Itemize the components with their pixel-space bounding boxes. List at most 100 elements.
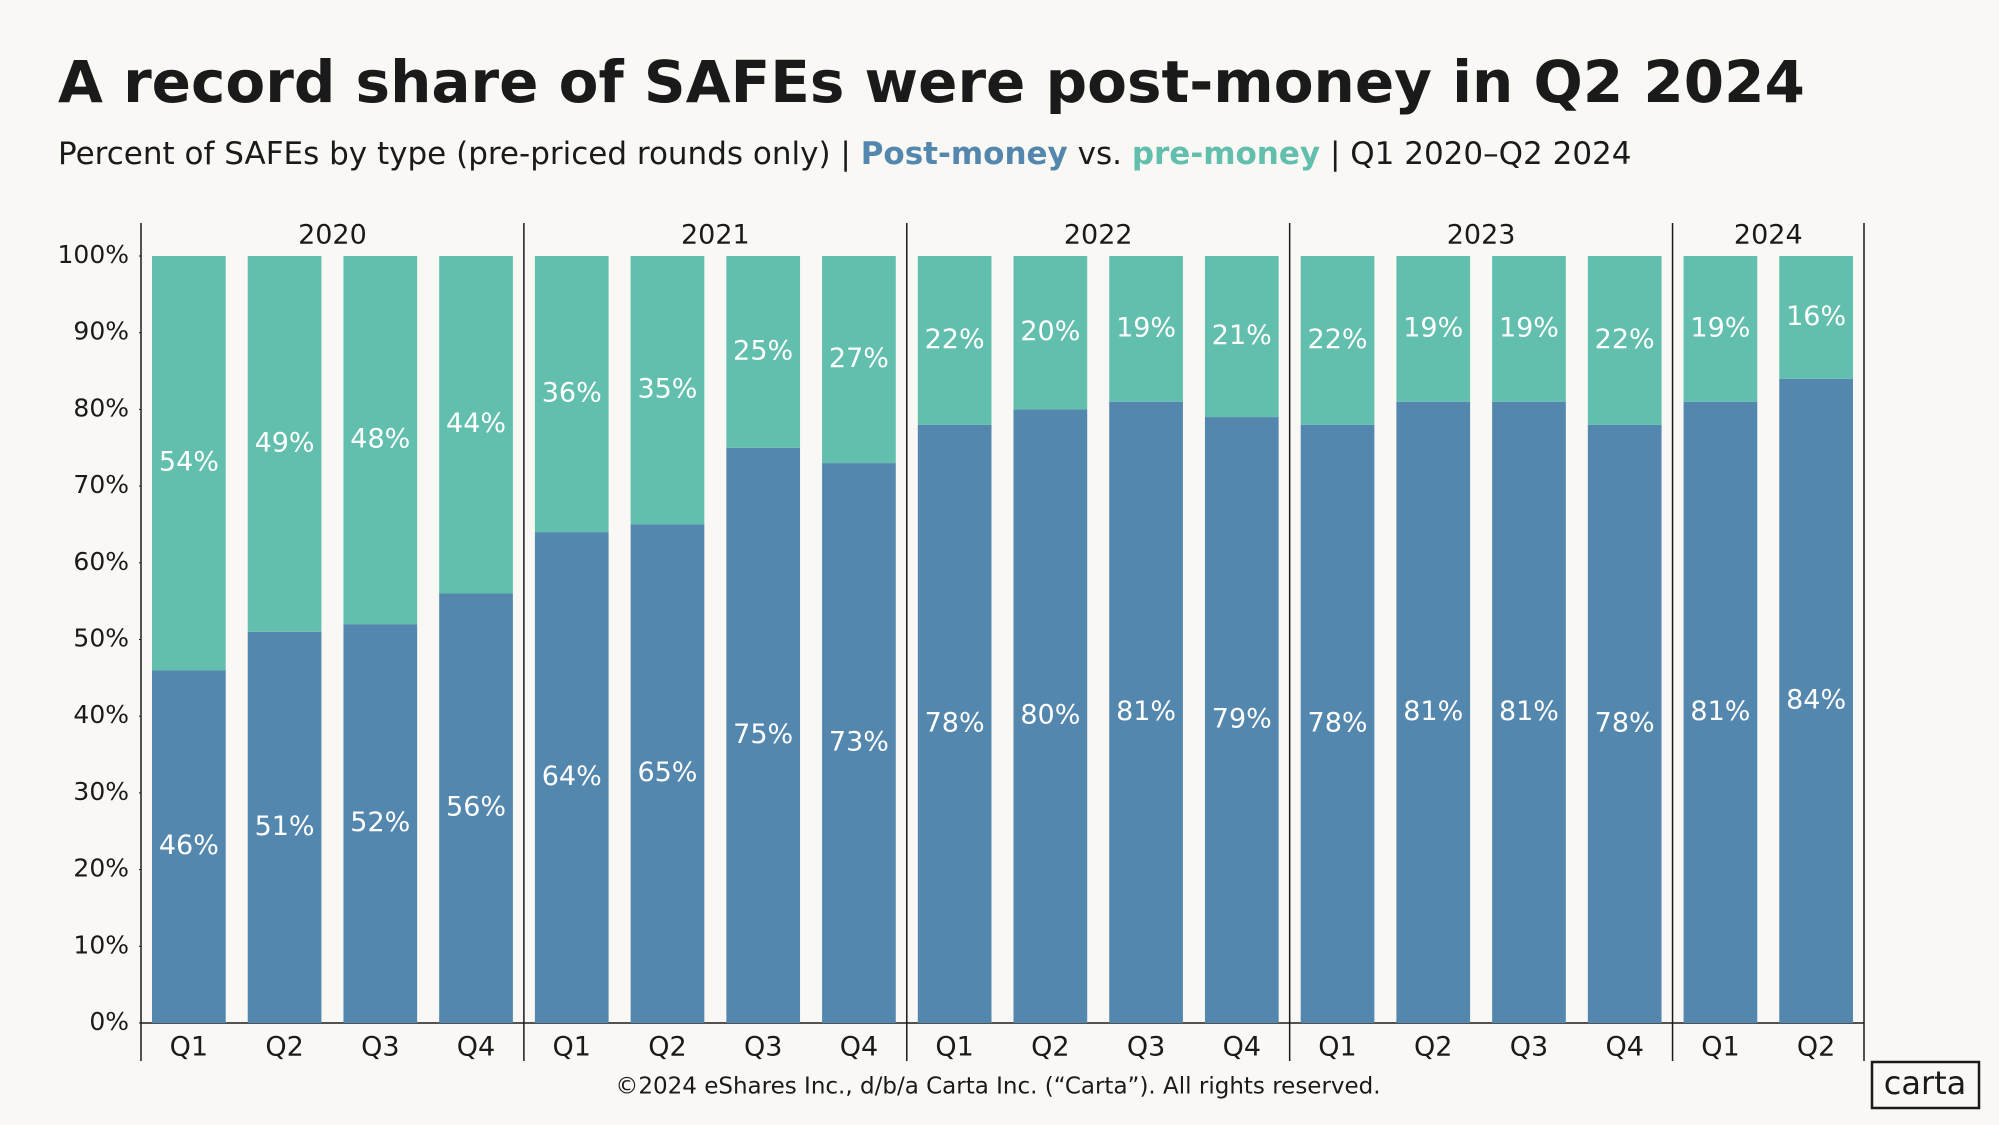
- bar-segment: [1013, 409, 1088, 1023]
- footer: ©2024 eShares Inc., d/b/a Carta Inc. (“C…: [615, 1074, 1380, 1100]
- data-label: 22%: [1308, 324, 1368, 355]
- bar-segment: [1204, 256, 1279, 418]
- data-label: 51%: [255, 811, 315, 842]
- data-label: 81%: [1690, 696, 1750, 727]
- logo-box: [1870, 1060, 1981, 1110]
- bar-segment: [1204, 417, 1279, 1023]
- x-tick-label: Q2: [265, 1032, 303, 1063]
- y-tick-label: 100%: [58, 240, 129, 269]
- data-label: 25%: [733, 335, 793, 366]
- logo: carta: [1884, 1064, 1967, 1102]
- data-label: 36%: [542, 378, 602, 409]
- x-tick-label: Q1: [170, 1032, 208, 1063]
- data-label: 81%: [1116, 696, 1176, 727]
- y-tick-label: 80%: [73, 393, 129, 422]
- bar-segment: [1587, 256, 1662, 425]
- bar-segment: [152, 670, 226, 1023]
- data-label: 81%: [1499, 696, 1559, 727]
- bar-segment: [152, 256, 226, 671]
- bar-segment: [1109, 256, 1183, 402]
- group-label: 2023: [1447, 220, 1516, 251]
- data-label: 78%: [1308, 707, 1368, 738]
- data-label: 54%: [159, 447, 219, 478]
- y-tick-label: 70%: [73, 470, 129, 499]
- x-tick-label: Q3: [1510, 1032, 1548, 1063]
- data-label: 44%: [446, 408, 506, 439]
- data-label: 75%: [733, 719, 793, 750]
- subtitle-text: Percent of SAFEs by type (pre-priced rou…: [58, 136, 861, 172]
- data-label: 22%: [1595, 324, 1655, 355]
- bar-segment: [534, 532, 609, 1023]
- bar-segment: [630, 256, 705, 525]
- x-tick-label: Q2: [1414, 1032, 1452, 1063]
- bar-segment: [1683, 401, 1758, 1024]
- data-label: 84%: [1786, 684, 1846, 715]
- bar-segment: [1587, 424, 1662, 1023]
- data-label: 73%: [829, 727, 889, 758]
- chart-subtitle: Percent of SAFEs by type (pre-priced rou…: [58, 136, 1632, 172]
- x-tick-label: Q1: [1318, 1032, 1356, 1063]
- data-label: 16%: [1786, 301, 1846, 332]
- data-label: 79%: [1212, 704, 1272, 735]
- data-label: 78%: [925, 707, 985, 738]
- x-tick-label: Q4: [1223, 1032, 1261, 1063]
- bar-segment: [439, 256, 513, 594]
- legend-pre: pre-money: [1132, 136, 1320, 172]
- x-tick-label: Q3: [744, 1032, 782, 1063]
- data-label: 21%: [1212, 320, 1272, 351]
- data-label: 46%: [159, 830, 219, 861]
- bar-segment: [1779, 378, 1853, 1024]
- bar-segment: [1396, 256, 1471, 402]
- x-tick-label: Q3: [1127, 1032, 1165, 1063]
- data-label: 27%: [829, 343, 889, 374]
- data-label: 65%: [637, 757, 697, 788]
- data-label: 19%: [1690, 312, 1750, 343]
- y-tick-label: 10%: [73, 930, 129, 959]
- y-tick-label: 30%: [73, 777, 129, 806]
- bar-segment: [343, 624, 418, 1023]
- bar-segment: [1396, 401, 1471, 1024]
- data-label: 64%: [542, 761, 602, 792]
- y-tick-label: 90%: [73, 317, 129, 346]
- x-tick-label: Q2: [648, 1032, 686, 1063]
- data-label: 49%: [255, 427, 315, 458]
- bar-segment: [1300, 256, 1375, 425]
- data-label: 78%: [1595, 707, 1655, 738]
- bar-segment: [917, 424, 992, 1023]
- bar-segment: [726, 256, 801, 448]
- data-label: 48%: [350, 424, 410, 455]
- group-label: 2021: [681, 220, 750, 251]
- y-tick-label: 20%: [73, 854, 129, 883]
- data-label: 35%: [637, 374, 697, 405]
- y-tick-label: 60%: [73, 547, 129, 576]
- y-tick-label: 50%: [73, 624, 129, 653]
- data-label: 19%: [1116, 312, 1176, 343]
- data-label: 81%: [1403, 696, 1463, 727]
- data-label: 19%: [1499, 312, 1559, 343]
- bar-segment: [439, 593, 513, 1023]
- bar-segment: [822, 256, 896, 464]
- subtitle-text: | Q1 2020–Q2 2024: [1320, 136, 1631, 172]
- y-tick-label: 40%: [73, 700, 129, 729]
- x-tick-label: Q2: [1797, 1032, 1835, 1063]
- bar-segment: [1683, 256, 1758, 402]
- subtitle-text: vs.: [1068, 136, 1132, 172]
- bar-segment: [917, 256, 992, 425]
- data-label: 52%: [350, 807, 410, 838]
- data-label: 20%: [1020, 316, 1080, 347]
- bar-segment: [247, 631, 322, 1023]
- bar-segment: [1109, 401, 1183, 1024]
- chart-title: A record share of SAFEs were post-money …: [58, 48, 1805, 116]
- bar-segment: [247, 256, 322, 632]
- data-label: 22%: [925, 324, 985, 355]
- x-tick-label: Q4: [840, 1032, 878, 1063]
- bar-segment: [630, 524, 705, 1023]
- data-label: 80%: [1020, 700, 1080, 731]
- group-label: 2022: [1064, 220, 1133, 251]
- x-tick-label: Q4: [1605, 1032, 1643, 1063]
- bar-segment: [1779, 256, 1853, 379]
- bar-segment: [726, 447, 801, 1023]
- group-label: 2024: [1734, 220, 1803, 251]
